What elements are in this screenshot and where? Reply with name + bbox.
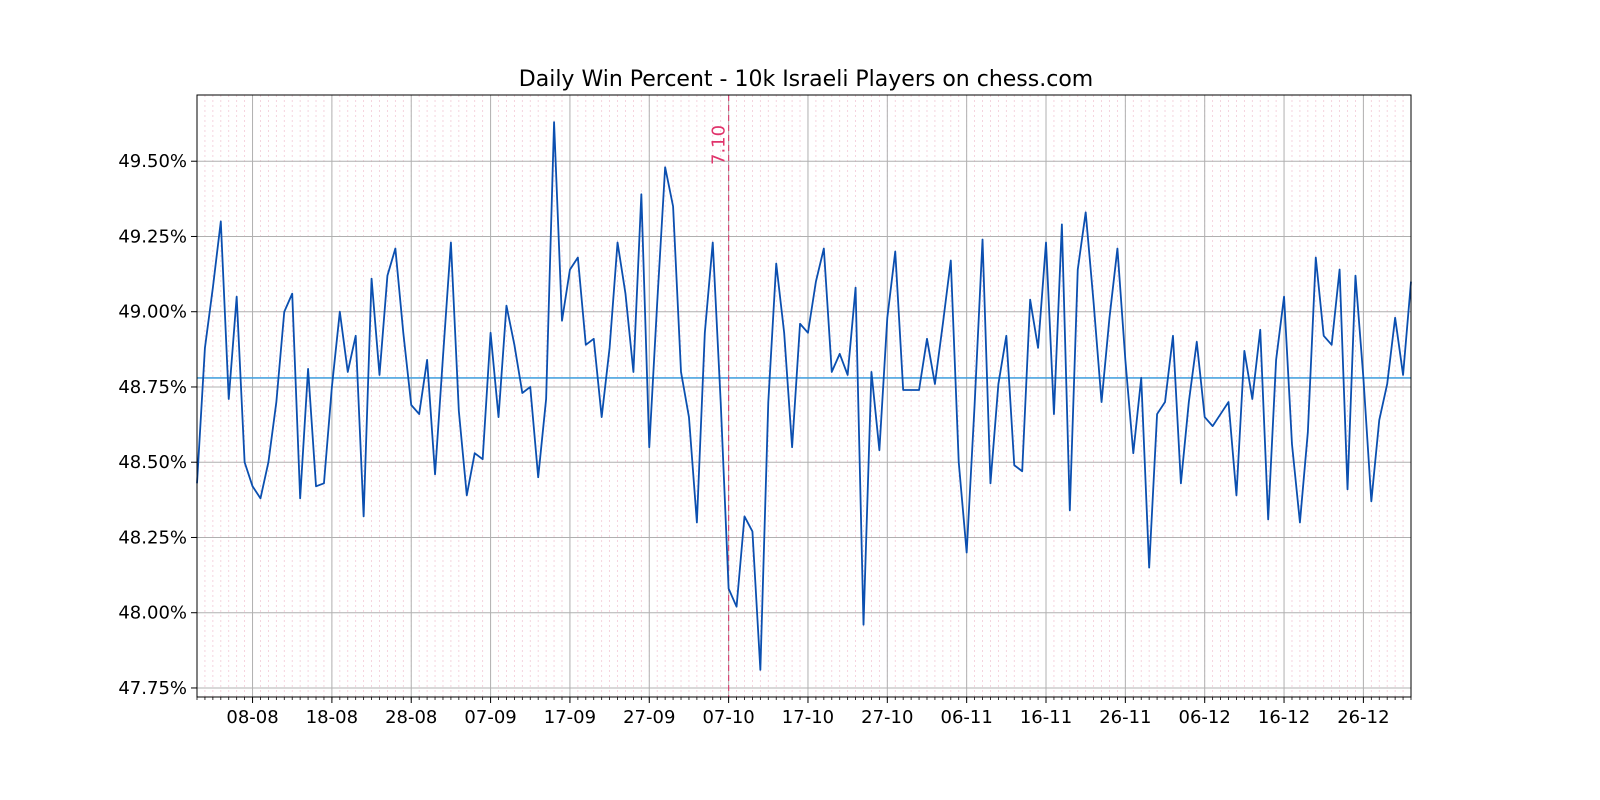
x-tick-label: 26-12 <box>1337 707 1389 728</box>
y-tick-label: 49.50% <box>118 151 187 172</box>
x-tick-label: 16-11 <box>1020 707 1072 728</box>
x-tick-label: 28-08 <box>385 707 437 728</box>
y-tick-label: 48.75% <box>118 377 187 398</box>
x-tick-label: 27-09 <box>623 707 675 728</box>
y-tick-label: 48.50% <box>118 452 187 473</box>
y-tick-label: 48.25% <box>118 527 187 548</box>
x-tick-label: 18-08 <box>306 707 358 728</box>
x-tick-label: 07-10 <box>702 707 754 728</box>
x-tick-label: 17-10 <box>782 707 834 728</box>
x-tick-label: 27-10 <box>861 707 913 728</box>
x-tick-label: 26-11 <box>1099 707 1151 728</box>
x-tick-label: 17-09 <box>544 707 596 728</box>
reference-lines: 7.10 <box>197 95 1411 697</box>
y-tick-label: 47.75% <box>118 678 187 699</box>
major-grid <box>197 95 1411 697</box>
x-axis: 08-08 18-08 28-08 07-09 17-09 27-09 07-10 17-10… <box>196 697 1412 728</box>
y-tick-label: 49.25% <box>118 226 187 247</box>
chart-title: Daily Win Percent - 10k Israeli Players … <box>519 67 1093 92</box>
y-tick-label: 49.00% <box>118 302 187 323</box>
plot-frame <box>196 94 1412 698</box>
series-layer <box>196 121 1412 671</box>
event-label: 7.10 <box>709 125 730 165</box>
x-tick-label: 08-08 <box>226 707 278 728</box>
x-tick-label: 06-12 <box>1179 707 1231 728</box>
y-tick-label: 48.00% <box>118 603 187 624</box>
x-tick-label: 07-09 <box>464 707 516 728</box>
plot-border <box>196 94 1412 698</box>
minor-grid <box>196 95 1412 697</box>
x-tick-label: 06-11 <box>941 707 993 728</box>
x-tick-label: 16-12 <box>1258 707 1310 728</box>
series-line <box>196 121 1412 671</box>
y-axis: 47.75% 48.00% 48.25% 48.50% 48.75% 49.00% 49.2… <box>118 151 197 699</box>
